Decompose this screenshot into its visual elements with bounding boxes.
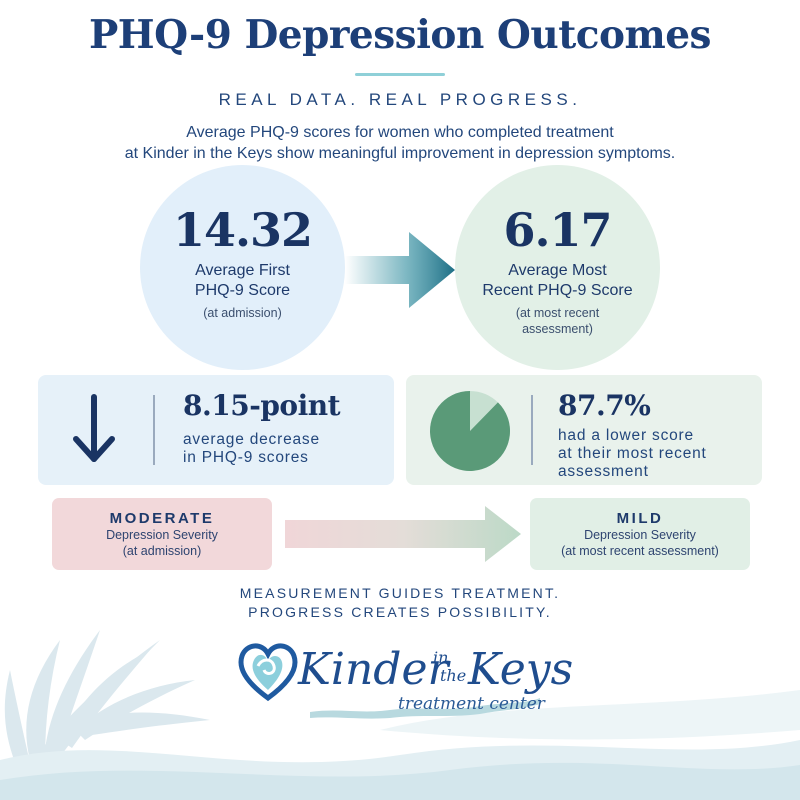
pie-slice — [430, 391, 511, 471]
first-score-label-line-2: PHQ-9 Score — [194, 282, 291, 299]
decrease-panel: 8.15-point average decrease in PHQ-9 sco… — [38, 375, 394, 485]
recent-score-label: Average Most Recent PHQ-9 Score — [455, 261, 660, 301]
down-arrow-icon — [73, 394, 115, 462]
decrease-text-line-1: average decrease — [183, 431, 320, 448]
heart-logo-icon — [238, 643, 298, 702]
severity-from-line-2: (at admission) — [122, 544, 202, 558]
severity-moderate-box: MODERATE Depression Severity (at admissi… — [52, 498, 272, 570]
recent-score-value: 6.17 — [503, 203, 612, 257]
first-score-label-line-1: Average First — [195, 262, 290, 279]
panel-divider — [153, 395, 155, 465]
panel-divider — [531, 395, 533, 465]
severity-arrow-icon — [285, 506, 521, 562]
keys-island-silhouette — [310, 698, 540, 719]
lower-score-panel: 87.7% had a lower score at their most re… — [406, 375, 762, 485]
severity-from-title: MODERATE — [109, 510, 215, 527]
severity-to-line-1: Depression Severity — [584, 528, 696, 542]
first-score-sub: (at admission) — [203, 306, 282, 320]
lower-score-text-line-2: at their most recent — [558, 445, 707, 462]
tagline: REAL DATA. REAL PROGRESS. — [218, 90, 582, 109]
lower-score-value: 87.7% — [558, 389, 651, 422]
severity-mild-box: MILD Depression Severity (at most recent… — [530, 498, 750, 570]
title-underline — [355, 73, 445, 76]
logo-word-keys: Keys — [468, 644, 574, 695]
decrease-text-line-2: in PHQ-9 scores — [183, 449, 309, 466]
first-score-value: 14.32 — [172, 203, 313, 257]
lower-score-text-line-3: assessment — [558, 463, 649, 480]
severity-to-title: MILD — [616, 510, 664, 527]
right-arrow-icon — [345, 232, 455, 308]
closing-line-2: PROGRESS CREATES POSSIBILITY. — [248, 604, 552, 620]
severity-to-line-2: (at most recent assessment) — [561, 544, 719, 558]
decrease-text: average decrease in PHQ-9 scores — [183, 431, 320, 467]
lower-score-text-line-1: had a lower score — [558, 427, 694, 444]
severity-from-line-1: Depression Severity — [106, 528, 218, 542]
recent-score-label-line-2: Recent PHQ-9 Score — [482, 282, 633, 299]
logo-word-in: in — [433, 648, 449, 667]
recent-score-circle: 6.17 Average Most Recent PHQ-9 Score (at… — [455, 165, 660, 370]
first-score-circle: 14.32 Average First PHQ-9 Score (at admi… — [140, 165, 345, 370]
page-title: PHQ-9 Depression Outcomes — [88, 12, 712, 58]
closing-statement: MEASUREMENT GUIDES TREATMENT. PROGRESS C… — [0, 584, 800, 622]
wave-decoration — [0, 690, 800, 800]
intro-line-2: at Kinder in the Keys show meaningful im… — [124, 145, 676, 162]
recent-score-label-line-1: Average Most — [508, 262, 607, 279]
logo-word-the: the — [440, 666, 467, 685]
recent-score-sub-line-2: assessment) — [522, 322, 593, 336]
first-score-label: Average First PHQ-9 Score — [140, 261, 345, 301]
closing-line-1: MEASUREMENT GUIDES TREATMENT. — [239, 585, 561, 601]
lower-score-text: had a lower score at their most recent a… — [558, 427, 707, 481]
decrease-value: 8.15-point — [183, 389, 341, 422]
intro-line-1: Average PHQ-9 scores for women who compl… — [186, 124, 614, 141]
recent-score-sub-line-1: (at most recent — [515, 306, 600, 320]
recent-score-sub: (at most recent assessment) — [455, 305, 660, 337]
logo-subtitle: treatment center — [398, 694, 545, 714]
intro-text: Average PHQ-9 scores for women who compl… — [40, 122, 760, 164]
logo-word-kinder: Kinder — [298, 644, 449, 695]
lower-score-pie-icon — [430, 391, 511, 471]
